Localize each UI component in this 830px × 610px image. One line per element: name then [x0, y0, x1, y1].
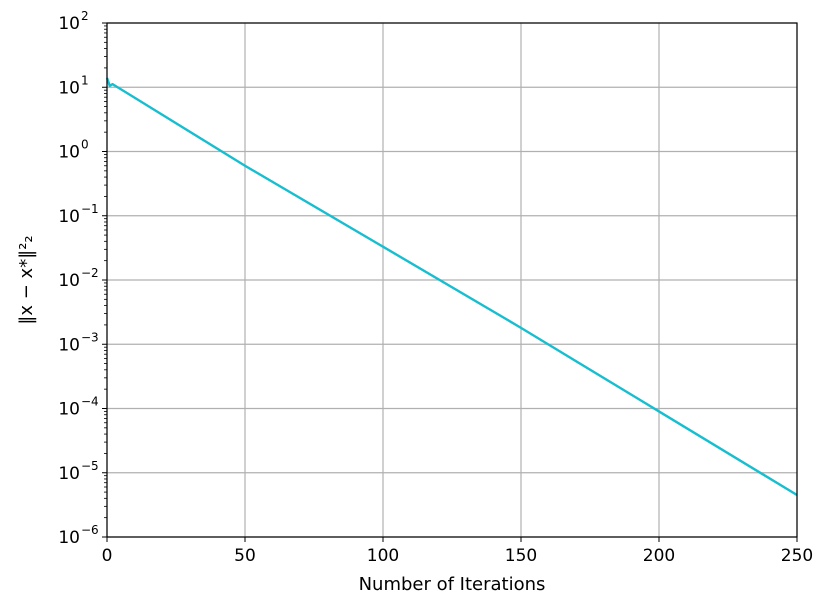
y-tick-label: 10: [58, 464, 80, 484]
x-tick-label: 0: [102, 546, 113, 566]
x-tick-label: 200: [643, 546, 675, 566]
y-tick-label: 10: [58, 207, 80, 227]
x-tick-label: 150: [505, 546, 537, 566]
grid: [106, 22, 798, 538]
y-tick-label: 10: [58, 143, 80, 163]
x-tick-label: 250: [781, 546, 813, 566]
y-tick-label-exponent: −4: [81, 395, 99, 409]
y-tick-label: 10: [58, 271, 80, 291]
y-tick-label-exponent: 0: [81, 138, 89, 152]
y-tick-label: 10: [58, 78, 80, 98]
x-tick-label: 100: [367, 546, 399, 566]
y-tick-label-exponent: −1: [81, 202, 99, 216]
x-axis-label: Number of Iterations: [359, 574, 546, 595]
y-tick-label-exponent: −5: [81, 459, 99, 473]
y-tick-label-exponent: −3: [81, 330, 99, 344]
y-tick-label-exponent: −2: [81, 266, 99, 280]
series-layer: [105, 77, 798, 497]
y-tick-label: 10: [58, 528, 80, 548]
y-tick-label: 10: [58, 335, 80, 355]
y-tick-label-exponent: 1: [81, 73, 89, 87]
y-tick-label-exponent: 2: [81, 9, 89, 23]
y-tick-label: 10: [58, 14, 80, 34]
y-axis-label: ‖x − x*‖²₂: [16, 235, 37, 324]
y-tick-label-exponent: −6: [81, 523, 99, 537]
x-tick-label: 50: [234, 546, 256, 566]
y-tick-label: 10: [58, 400, 80, 420]
series-line: [105, 77, 798, 497]
